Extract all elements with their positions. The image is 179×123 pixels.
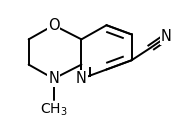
Text: CH$_3$: CH$_3$ — [40, 102, 67, 118]
Text: N: N — [48, 71, 59, 86]
Text: N: N — [76, 71, 87, 86]
Text: O: O — [48, 18, 59, 33]
Text: N: N — [161, 29, 172, 44]
